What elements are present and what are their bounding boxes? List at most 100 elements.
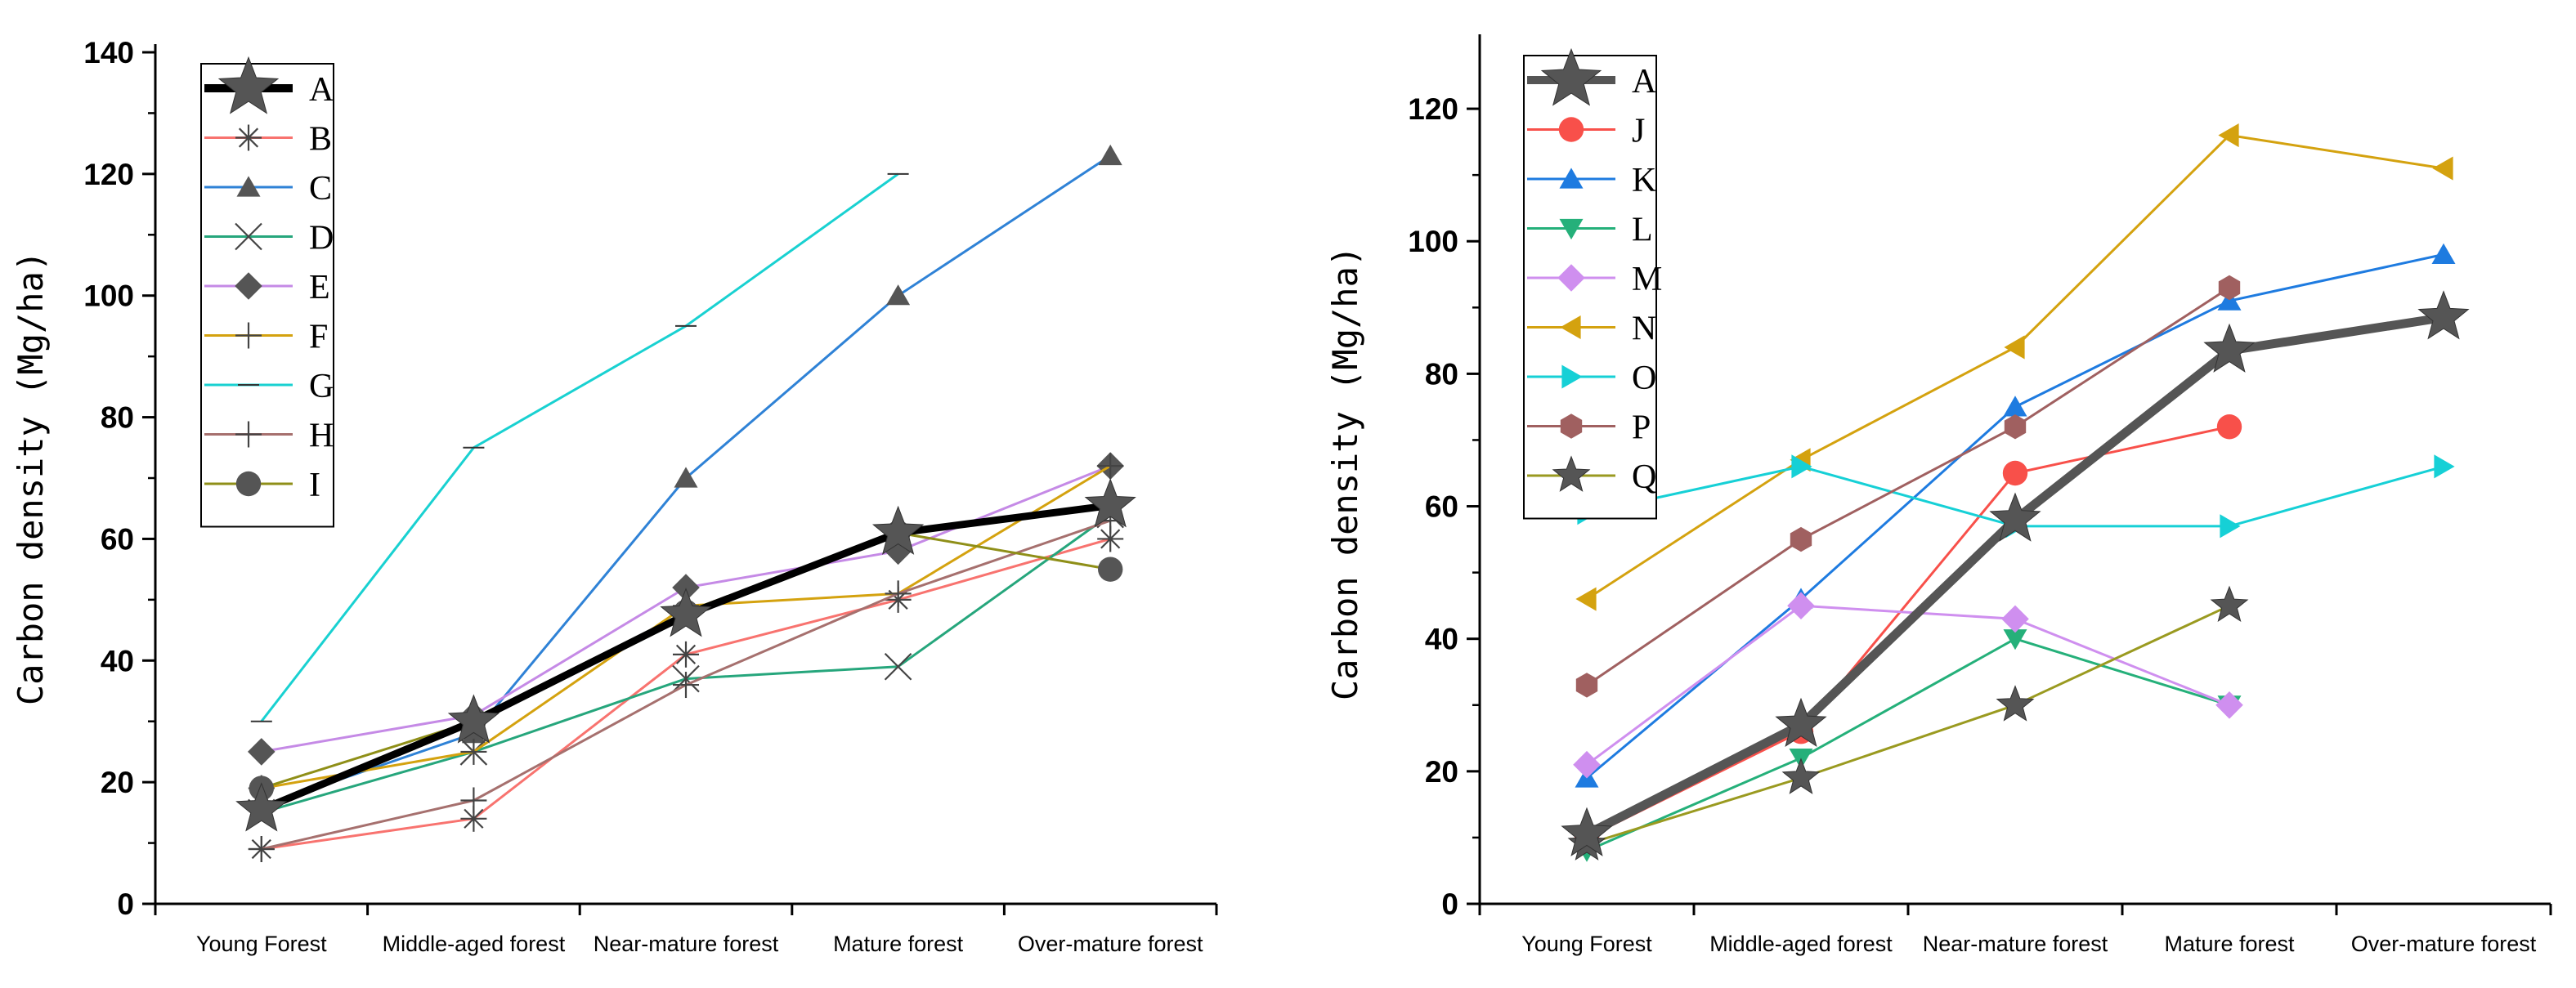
asterisk-stroke — [238, 127, 259, 148]
legend-marker-O — [1561, 364, 1583, 389]
legend-label-L: L — [1632, 212, 1653, 249]
legend-marker-L — [1559, 218, 1584, 240]
series-line-G — [260, 172, 899, 722]
series-F — [248, 453, 1124, 802]
data-point-F — [1097, 453, 1124, 480]
y-tick-label: 100 — [1408, 225, 1458, 258]
data-point-C — [674, 467, 698, 488]
legend-marker-Q — [1552, 455, 1591, 492]
data-point-P — [2004, 414, 2027, 440]
series-C — [249, 144, 1122, 816]
series-line-L — [1586, 637, 2230, 852]
x-category-label: Young Forest — [196, 932, 327, 956]
x-category-label: Mature forest — [2164, 932, 2295, 956]
axes: 0 20 40 60 80 100 120 Young Forest Middle-aged f… — [1325, 34, 2552, 956]
legend-label-G: G — [309, 368, 334, 405]
legend-marker-A — [217, 56, 280, 114]
data-point-I — [1098, 557, 1123, 582]
legend-marker-I — [235, 471, 262, 497]
legend-label-C: C — [309, 170, 332, 208]
x-category-label: Over-mature forest — [1018, 932, 1203, 956]
data-point-N — [1575, 587, 1597, 611]
data-point-E — [248, 738, 276, 766]
data-point-B — [460, 805, 487, 832]
series-N — [1575, 123, 2453, 611]
data-point-J — [2002, 460, 2028, 486]
data-point-B — [673, 641, 699, 668]
legend-marker-B — [235, 124, 262, 151]
x-category-label: Near-mature forest — [1923, 932, 2108, 956]
y-tick-label: 140 — [83, 36, 134, 69]
data-point-P — [1575, 673, 1598, 698]
data-point-P — [2218, 275, 2241, 301]
legend-label-M: M — [1632, 261, 1662, 298]
data-point-O — [1791, 454, 1812, 479]
series-line-A — [1584, 313, 2444, 838]
y-tick-label: 100 — [83, 279, 134, 313]
data-point-L — [2003, 629, 2027, 650]
series-L — [1575, 629, 2242, 862]
legend-label-K: K — [1632, 162, 1656, 199]
legend-marker-P — [1560, 414, 1583, 439]
x-category-label: Mature forest — [833, 932, 964, 956]
legend-label-A: A — [309, 71, 334, 109]
data-point-A — [1084, 478, 1136, 528]
data-point-D — [884, 652, 912, 681]
data-point-C — [1098, 144, 1122, 166]
data-point-H — [885, 580, 912, 607]
legend-marker-A — [1540, 47, 1602, 106]
data-point-N — [2432, 156, 2453, 181]
data-point-Q — [1996, 685, 2035, 722]
series-H — [248, 507, 1124, 863]
chart-left: 0 20 40 60 80 100 120 140 Young Forest Middle-age… — [11, 36, 1218, 956]
series-P — [1575, 275, 2241, 698]
legend-marker-J — [1558, 117, 1584, 142]
legend-marker-D — [235, 222, 262, 251]
legend-label-A: A — [1632, 63, 1657, 101]
series-G — [250, 172, 909, 722]
data-point-H — [248, 836, 275, 863]
series-M — [1573, 592, 2243, 779]
data-point-M — [1787, 592, 1815, 619]
data-point-N — [2004, 335, 2025, 360]
legend-box — [200, 63, 334, 528]
data-point-N — [2218, 123, 2239, 148]
data-point-A — [1561, 807, 1613, 856]
data-point-K — [2431, 243, 2456, 264]
data-point-A — [1775, 697, 1827, 748]
series-line-J — [1586, 425, 2230, 839]
data-point-Q — [1781, 758, 1821, 794]
series-line-F — [261, 464, 1111, 790]
legend-marker-N — [1560, 315, 1581, 339]
legend-marker-F — [235, 322, 262, 349]
data-point-H — [460, 787, 487, 814]
data-point-F — [460, 738, 487, 765]
x-stroke — [235, 222, 262, 251]
x-stroke — [884, 652, 912, 681]
data-point-E — [672, 574, 700, 601]
legend-marker-H — [235, 421, 262, 448]
data-point-A — [2417, 290, 2470, 340]
y-tick-label: 0 — [117, 887, 134, 921]
legend-label-N: N — [1632, 311, 1656, 348]
asterisk-stroke — [1100, 529, 1121, 549]
data-point-M — [1573, 750, 1601, 779]
y-tick-label: 60 — [1425, 490, 1458, 524]
legend-label-D: D — [309, 220, 334, 257]
data-point-M — [2001, 605, 2029, 633]
x-category-label: Middle-aged forest — [1709, 932, 1893, 956]
legend-label-H: H — [309, 418, 334, 455]
data-point-Q — [2210, 585, 2249, 623]
x-category-label: Middle-aged forest — [383, 932, 566, 956]
y-tick-label: 120 — [83, 158, 134, 191]
y-axis-title: Carbon density (Mg/ha) — [1325, 246, 1365, 700]
data-point-O — [2434, 454, 2455, 479]
legend-label-E: E — [309, 269, 330, 306]
y-tick-label: 20 — [1425, 755, 1458, 789]
legend-label-Q: Q — [1632, 458, 1656, 496]
y-tick-label: 80 — [1425, 357, 1458, 391]
data-point-H — [673, 672, 699, 699]
data-point-A — [2203, 323, 2256, 373]
